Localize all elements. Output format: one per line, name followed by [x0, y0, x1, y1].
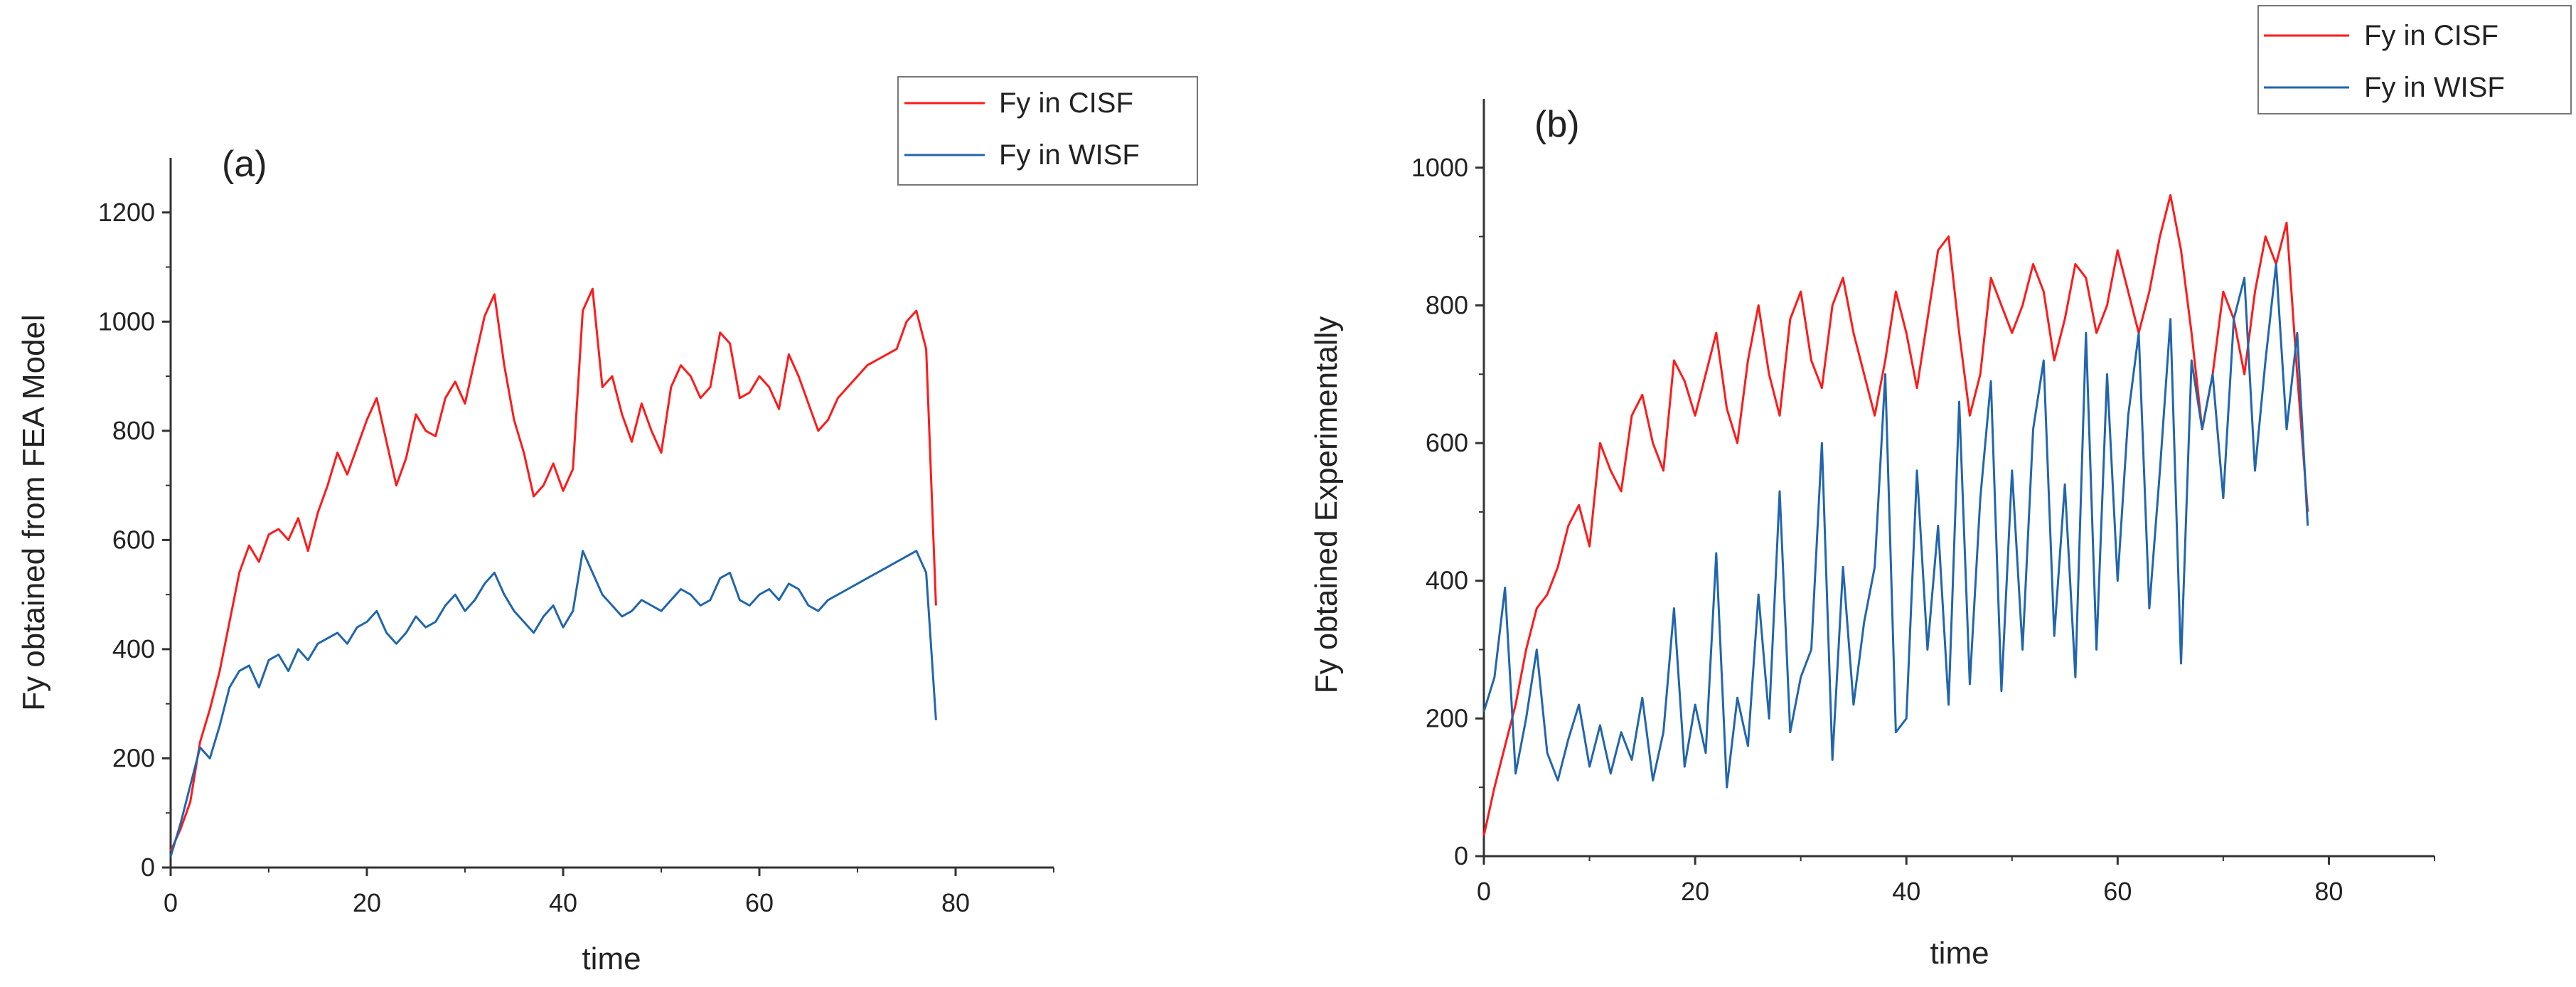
- y-tick-label: 1200: [98, 198, 155, 227]
- x-tick-label: 0: [1477, 877, 1491, 906]
- series-line-fy-in-cisf: [1482, 194, 2309, 836]
- x-tick-label: 80: [2314, 877, 2343, 906]
- chart-panel-a: 0 200 400 600 800 1000 1200 0 20 40 60 80 (a) time…: [16, 76, 1198, 976]
- y-axis-title: Fy obtained Experimentally: [1309, 316, 1344, 694]
- x-ticks: 0 20 40 60 80: [1477, 856, 2435, 906]
- y-tick-label: 800: [112, 416, 155, 445]
- series-group: [1482, 194, 2309, 836]
- legend: Fy in CISF Fy in WISF: [2257, 5, 2572, 114]
- legend-box: [897, 76, 1198, 186]
- series-line-fy-in-cisf: [169, 287, 937, 852]
- x-tick-label: 40: [549, 888, 577, 917]
- legend: Fy in CISF Fy in WISF: [897, 76, 1198, 186]
- legend-box: [2257, 5, 2572, 114]
- x-tick-label: 60: [2103, 877, 2132, 906]
- x-tick-label: 40: [1892, 877, 1920, 906]
- y-ticks: 0 200 400 600 800 1000 1200: [98, 198, 171, 882]
- x-tick-label: 60: [745, 888, 774, 917]
- y-axis-title: Fy obtained from FEA Model: [16, 314, 51, 711]
- legend-label-wisf: Fy in WISF: [999, 139, 1140, 171]
- x-tick-label: 20: [1681, 877, 1709, 906]
- x-axis-title: time: [582, 941, 641, 976]
- panel-label: (b): [1534, 104, 1580, 145]
- y-tick-label: 600: [1426, 428, 1468, 457]
- legend-label-cisf: Fy in CISF: [999, 87, 1133, 119]
- y-tick-label: 0: [1454, 841, 1468, 870]
- y-tick-label: 200: [1426, 703, 1468, 732]
- y-tick-label: 400: [112, 634, 155, 663]
- x-tick-label: 80: [941, 888, 970, 917]
- y-ticks: 0 200 400 600 800 1000: [1411, 153, 1484, 870]
- y-tick-label: 1000: [98, 306, 155, 336]
- x-tick-label: 0: [164, 888, 178, 917]
- y-tick-label: 800: [1426, 290, 1468, 319]
- y-tick-label: 1000: [1411, 153, 1468, 182]
- legend-label-wisf: Fy in WISF: [2364, 72, 2505, 103]
- panel-label: (a): [222, 144, 267, 185]
- legend-label-cisf: Fy in CISF: [2364, 20, 2498, 51]
- chart-panel-b: 0 200 400 600 800 1000 0 20 40 60 80 (b) time Fy …: [1309, 5, 2572, 971]
- y-tick-label: 600: [112, 525, 155, 554]
- x-axis-title: time: [1930, 936, 1989, 971]
- x-ticks: 0 20 40 60 80: [164, 868, 1054, 917]
- y-tick-label: 200: [112, 743, 155, 772]
- series-line-fy-in-wisf: [1482, 262, 2309, 789]
- series-group: [169, 287, 937, 858]
- y-tick-label: 400: [1426, 566, 1468, 595]
- y-tick-label: 0: [141, 853, 155, 882]
- x-tick-label: 20: [353, 888, 381, 917]
- series-line-fy-in-wisf: [169, 550, 937, 858]
